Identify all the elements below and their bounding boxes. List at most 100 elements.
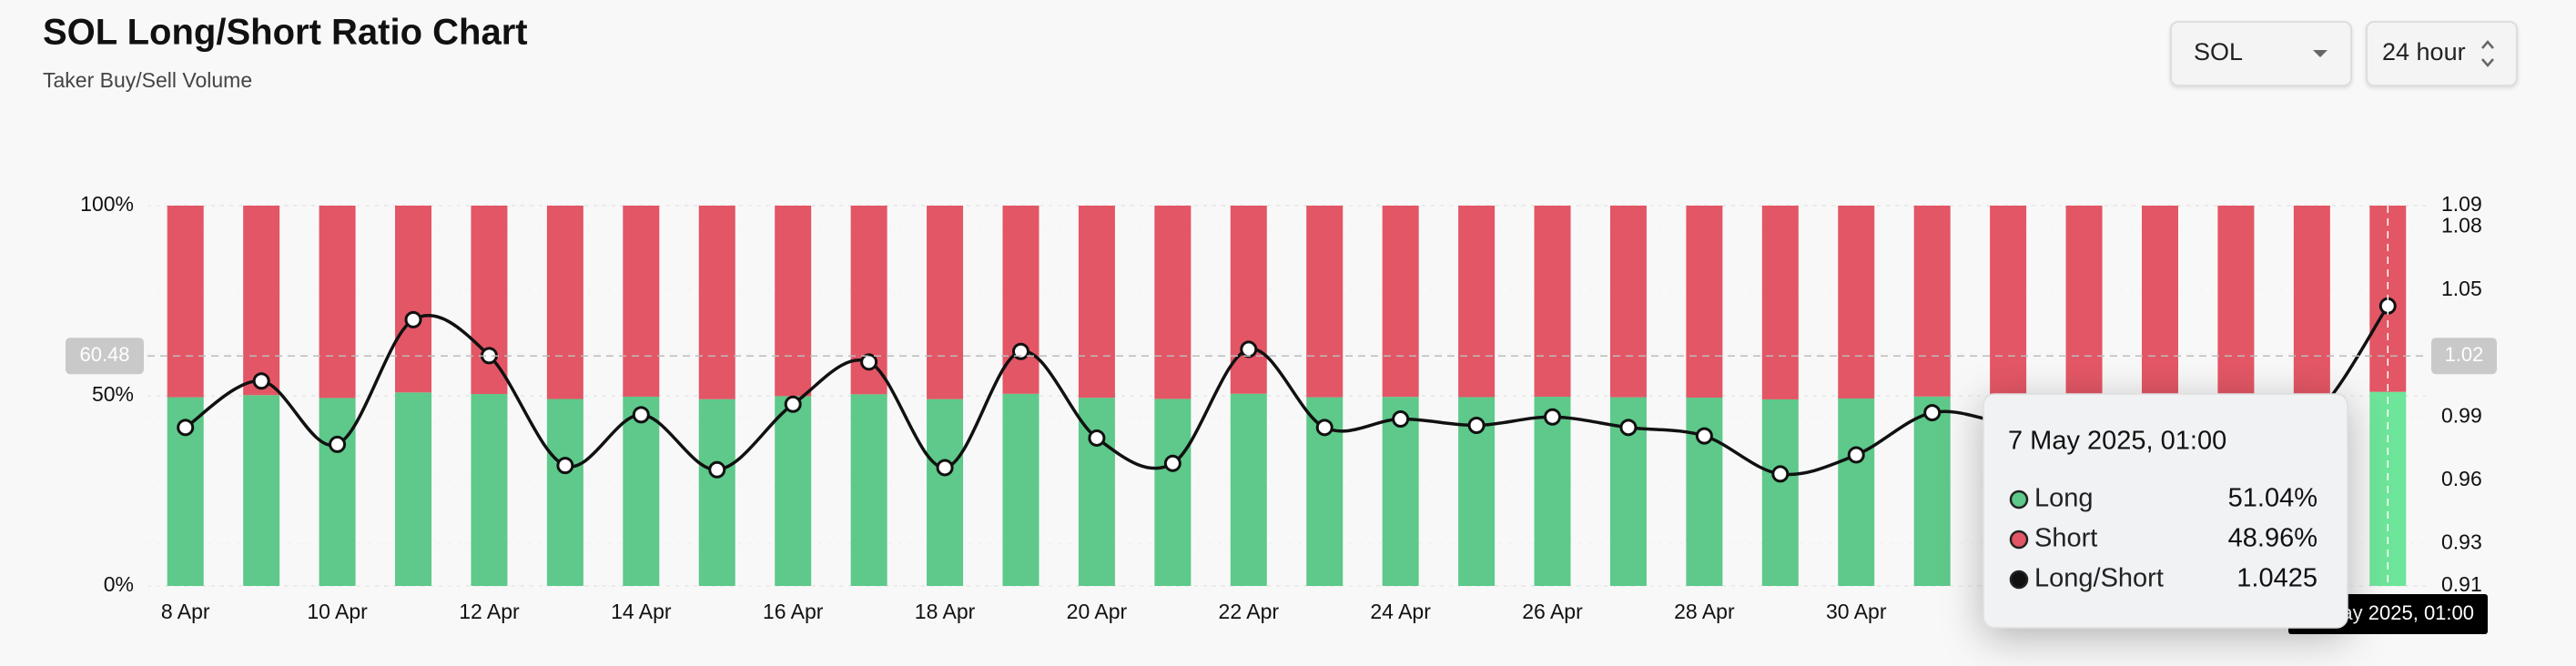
x-tick-label: 10 Apr xyxy=(307,600,368,623)
bar-segment xyxy=(775,396,812,586)
bar-segment xyxy=(2141,206,2178,398)
bar-segment xyxy=(319,206,356,399)
ratio-point xyxy=(1240,340,1258,358)
bar-segment xyxy=(1002,206,1040,394)
bar-segment xyxy=(471,206,508,395)
ratio-point xyxy=(708,460,726,479)
bar-segment xyxy=(1154,399,1192,586)
bar-segment xyxy=(1761,399,1799,586)
bar-segment xyxy=(623,206,660,397)
x-tick-label: 18 Apr xyxy=(915,600,976,623)
y2-tick-label: 0.99 xyxy=(2441,403,2482,427)
crosshair-y-box xyxy=(66,338,144,375)
ratio-point xyxy=(632,406,650,424)
bar-segment xyxy=(698,206,735,399)
tooltip-swatch xyxy=(2009,570,2029,590)
select-label[interactable]: 24 hour xyxy=(2382,38,2466,66)
tooltip-series-name: Long xyxy=(2034,484,2094,513)
bar-segment xyxy=(1990,206,2027,398)
bar-segment xyxy=(927,206,964,399)
x-tick-label: 20 Apr xyxy=(1067,600,1128,623)
symbol-select[interactable]: SOL xyxy=(2170,21,2352,86)
bar-segment xyxy=(243,206,280,396)
bar-segment xyxy=(1382,397,1419,586)
tooltip-value: 48.96% xyxy=(2228,524,2317,553)
tooltip-box xyxy=(1983,393,2348,629)
bar-segment xyxy=(1306,206,1344,398)
ratio-point xyxy=(1392,410,1410,429)
ratio-point xyxy=(1467,417,1486,435)
crosshair-y2-label: 1.02 xyxy=(2445,343,2484,366)
y2-tick-label: 0.93 xyxy=(2441,530,2482,554)
bar-segment xyxy=(1230,206,1267,394)
tooltip-series-name: Long/Short xyxy=(2034,564,2164,593)
y2-tick-label: 0.96 xyxy=(2441,467,2482,490)
chart-title: SOL Long/Short Ratio Chart xyxy=(43,13,528,53)
select-label[interactable]: SOL xyxy=(2194,38,2243,66)
bar-segment xyxy=(1761,206,1799,399)
bar-segment xyxy=(319,398,356,586)
bar-segment xyxy=(850,394,887,586)
ratio-point xyxy=(177,419,195,437)
tooltip-value: 51.04% xyxy=(2228,484,2317,513)
crosshair-y-label: 60.48 xyxy=(79,343,129,366)
bar-segment xyxy=(698,399,735,586)
bar-segment xyxy=(623,396,660,586)
ratio-point xyxy=(329,435,347,453)
bar-segment xyxy=(1230,393,1267,586)
y2-tick-label: 1.05 xyxy=(2441,277,2482,300)
chart-subtitle: Taker Buy/Sell Volume xyxy=(43,68,252,92)
bar-segment xyxy=(2217,206,2255,398)
select-box[interactable] xyxy=(2366,21,2518,86)
ratio-point xyxy=(1544,408,1562,426)
bar-segment xyxy=(395,206,432,393)
ratio-point xyxy=(1695,427,1713,445)
y-tick-label: 50% xyxy=(92,382,134,406)
ratio-point xyxy=(1088,429,1106,447)
bar-segment xyxy=(1154,206,1192,399)
bar-segment xyxy=(546,399,583,586)
bar-segment xyxy=(775,206,812,397)
ratio-point xyxy=(784,395,802,413)
x-tick-label: 30 Apr xyxy=(1826,600,1887,623)
y2-tick-label: 1.09 xyxy=(2441,192,2482,216)
bar-segment xyxy=(243,395,280,586)
bar-segment xyxy=(167,206,204,398)
select-box[interactable] xyxy=(2170,21,2352,86)
bar-segment xyxy=(1609,206,1647,398)
plot-area: 0%50%100%0.910.930.960.991.021.051.081.0… xyxy=(66,192,2497,634)
y2-tick-label: 0.91 xyxy=(2441,572,2482,596)
ratio-point xyxy=(1847,446,1865,464)
bar-segment xyxy=(1686,206,1723,399)
ratio-point xyxy=(1771,465,1790,483)
ratio-point xyxy=(1619,419,1638,437)
bar-segment xyxy=(1078,206,1115,399)
x-tick-label: 24 Apr xyxy=(1370,600,1431,623)
x-tick-label: 22 Apr xyxy=(1219,600,1280,623)
dropdown-arrow xyxy=(2313,50,2328,57)
bar-segment xyxy=(1838,206,1875,399)
y-tick-label: 100% xyxy=(80,192,134,216)
x-tick-label: 28 Apr xyxy=(1674,600,1735,623)
stepper-arrows xyxy=(2481,40,2494,67)
tooltip-series-name: Short xyxy=(2034,524,2097,553)
bar-segment xyxy=(1078,398,1115,586)
x-tick-label: 12 Apr xyxy=(459,600,520,623)
bar-segment xyxy=(471,394,508,586)
bar-segment xyxy=(395,392,432,586)
ratio-point xyxy=(556,457,574,475)
ratio-point xyxy=(1011,342,1029,360)
y-tick-label: 0% xyxy=(104,572,134,596)
bar-segment xyxy=(2065,206,2103,398)
x-tick-label: 8 Apr xyxy=(161,600,210,623)
interval-select[interactable]: 24 hour xyxy=(2366,21,2518,86)
ratio-point xyxy=(404,310,422,328)
tooltip-swatch xyxy=(2009,530,2029,550)
ratio-point xyxy=(1163,454,1182,472)
bar-segment xyxy=(1458,206,1496,398)
bar-segment xyxy=(1913,396,1951,586)
tooltip-title: 7 May 2025, 01:00 xyxy=(2008,427,2226,456)
bar-segment xyxy=(1382,206,1419,398)
ratio-point xyxy=(1923,404,1942,422)
